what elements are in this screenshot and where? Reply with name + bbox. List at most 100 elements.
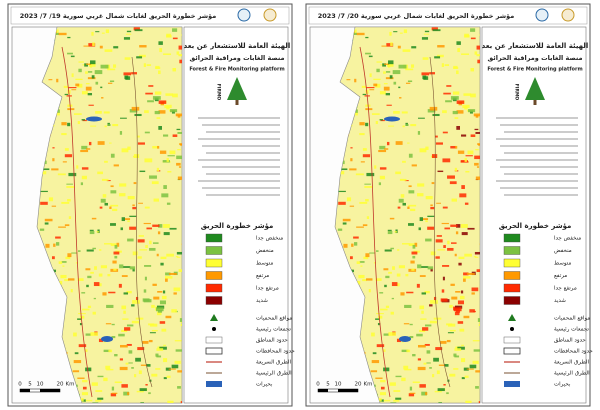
danger-patch <box>101 97 104 99</box>
danger-patch <box>380 308 388 311</box>
danger-patch <box>442 131 448 134</box>
danger-patch <box>139 54 146 58</box>
legend-label: مواقع المحميات <box>256 316 292 322</box>
danger-patch <box>425 146 429 150</box>
danger-patch <box>455 309 461 313</box>
danger-patch <box>407 142 410 144</box>
danger-patch <box>163 134 169 137</box>
danger-patch <box>370 370 378 373</box>
logo <box>535 8 549 22</box>
danger-patch <box>87 77 96 80</box>
danger-patch <box>128 362 133 364</box>
danger-patch <box>380 119 385 122</box>
danger-patch <box>119 131 123 135</box>
danger-patch <box>424 343 430 346</box>
danger-patch <box>356 261 361 264</box>
danger-patch <box>131 320 139 324</box>
danger-patch <box>103 377 108 382</box>
danger-patch <box>111 392 118 394</box>
danger-patch <box>389 217 395 220</box>
danger-patch <box>82 379 88 383</box>
danger-patch <box>417 358 421 361</box>
danger-patch <box>463 315 470 319</box>
danger-patch <box>378 315 383 319</box>
danger-patch <box>106 368 114 371</box>
danger-patch <box>470 68 475 72</box>
danger-patch <box>368 289 371 293</box>
danger-patch <box>376 68 380 73</box>
danger-patch <box>156 253 159 257</box>
danger-patch <box>173 292 177 295</box>
danger-patch <box>391 282 398 287</box>
danger-patch <box>346 79 351 81</box>
danger-patch <box>156 348 164 351</box>
danger-patch <box>405 273 409 277</box>
danger-patch <box>63 85 69 88</box>
danger-patch <box>132 204 135 207</box>
danger-patch <box>465 155 473 157</box>
danger-patch <box>107 273 111 277</box>
danger-patch <box>419 217 423 222</box>
danger-patch <box>93 297 96 300</box>
danger-patch <box>106 180 111 182</box>
danger-patch <box>343 243 348 248</box>
danger-patch <box>161 295 167 300</box>
danger-patch <box>134 374 137 378</box>
danger-patch <box>384 148 389 150</box>
danger-patch <box>478 321 480 323</box>
danger-patch <box>477 318 480 322</box>
danger-patch <box>85 367 92 372</box>
danger-patch <box>410 124 417 127</box>
danger-patch <box>338 190 346 193</box>
danger-patch <box>399 32 403 34</box>
danger-patch <box>158 41 163 45</box>
danger-patch <box>442 110 447 114</box>
danger-patch <box>157 231 161 235</box>
danger-patch <box>119 366 128 371</box>
danger-patch <box>132 206 137 210</box>
danger-patch <box>349 205 355 207</box>
danger-patch <box>166 253 174 257</box>
danger-patch <box>137 256 142 259</box>
danger-patch <box>56 112 60 116</box>
danger-patch <box>77 83 83 88</box>
danger-patch <box>108 349 113 353</box>
danger-patch <box>53 243 56 247</box>
scale-label: 10 <box>37 382 44 388</box>
danger-patch <box>126 290 132 294</box>
danger-patch <box>358 274 365 279</box>
danger-patch <box>436 202 441 204</box>
danger-patch <box>409 323 413 326</box>
danger-patch <box>459 328 465 332</box>
legend-swatch <box>503 271 521 280</box>
danger-patch <box>410 208 416 212</box>
danger-patch <box>90 332 98 336</box>
danger-patch <box>177 131 182 134</box>
danger-patch <box>104 160 108 163</box>
danger-patch <box>425 195 433 200</box>
danger-patch <box>382 63 386 67</box>
danger-patch <box>94 70 103 75</box>
danger-patch <box>478 323 480 326</box>
danger-patch <box>172 68 177 72</box>
danger-patch <box>474 256 479 258</box>
danger-patch <box>67 253 72 258</box>
danger-patch <box>114 381 122 384</box>
danger-patch <box>131 304 135 307</box>
danger-patch <box>101 32 105 34</box>
danger-patch <box>58 226 66 228</box>
danger-patch <box>71 89 77 91</box>
danger-patch <box>430 268 433 272</box>
danger-patch <box>40 201 48 205</box>
danger-patch <box>109 206 112 209</box>
danger-patch <box>94 266 97 270</box>
danger-patch <box>165 276 173 279</box>
danger-patch <box>399 178 407 181</box>
danger-patch <box>113 64 117 68</box>
danger-patch <box>379 292 384 294</box>
danger-patch <box>111 323 115 326</box>
danger-patch <box>121 217 125 222</box>
danger-patch <box>437 45 445 48</box>
danger-patch <box>73 332 77 337</box>
